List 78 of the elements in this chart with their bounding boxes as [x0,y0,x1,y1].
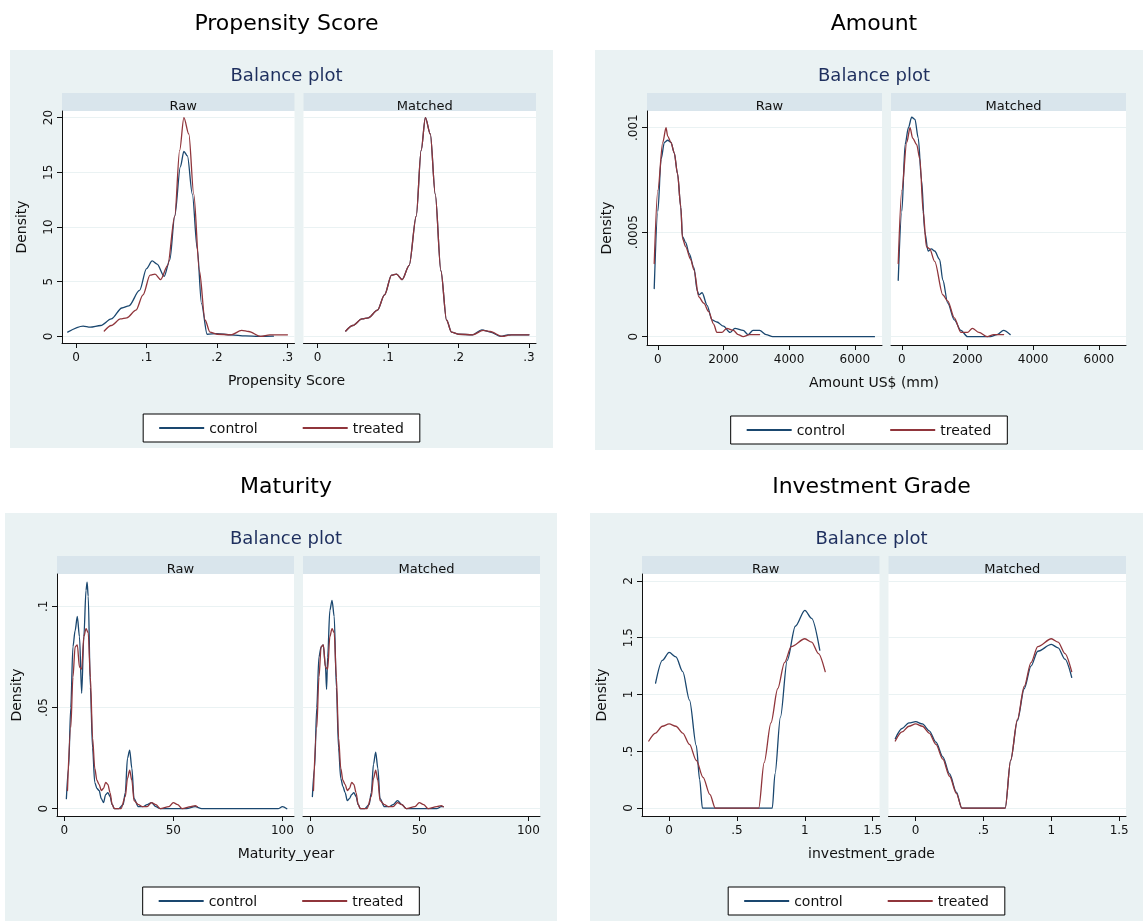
text: Balance plot [230,63,343,85]
chart-title: Raw [166,561,195,576]
y-tick-label: 0 [621,804,635,812]
y-tick-label: .0005 [626,215,640,250]
text: Maturity [240,472,332,498]
chart-title: Raw [755,98,784,113]
x-tick-label: 1 [801,823,809,837]
x-tick-label: 2000 [952,352,983,366]
y-tick-label: 20 [41,109,55,126]
chart-title: Raw [169,98,198,113]
x-axis-title: investment_grade [808,845,935,861]
x-axis-title: Propensity Score [227,372,346,388]
x-tick-label: 0 [313,350,322,364]
y-tick-label: .05 [36,698,50,718]
x-tick-label: .5 [731,823,743,837]
y-tick-label: .1 [36,600,50,613]
x-tick-label: 6000 [839,352,871,366]
text: Investment Grade [772,472,971,498]
x-tick-label: 6000 [1083,352,1115,366]
y-tick-label: 10 [41,219,55,235]
x-tick-label: 50 [411,823,427,837]
x-tick-label: 4000 [773,352,805,366]
legend-label: control [796,422,846,438]
y-axis-title: Density [598,201,614,255]
text: Balance plot [817,63,931,85]
y-tick-label: 15 [41,164,55,180]
x-tick-label: 0 [654,352,662,366]
x-tick-label: .3 [281,350,294,364]
chart-title: Raw [752,561,780,576]
x-tick-label: 100 [516,823,540,837]
x-tick-label: 2000 [708,352,739,366]
x-tick-label: .1 [140,350,153,364]
legend-label: treated [937,893,989,909]
legend-label: control [209,420,258,436]
x-tick-label: 0 [911,823,920,837]
text: Balance plot [815,526,928,548]
y-tick-label: 0 [626,332,640,341]
y-tick-label: 0 [36,804,50,813]
legend-label: control [794,893,843,909]
x-tick-label: 0 [306,823,315,837]
legend-label: treated [352,893,404,909]
y-tick-label: 1 [621,690,635,699]
text: Balance plot [229,526,343,548]
x-tick-label: 0 [72,350,80,364]
x-tick-label: .5 [977,823,990,837]
x-axis-title: Maturity_year [237,845,335,861]
x-tick-label: 1.5 [863,823,883,837]
legend-label: treated [940,422,992,438]
x-tick-label: .3 [523,350,535,364]
x-tick-label: 0 [898,352,906,366]
y-tick-label: .5 [621,745,635,757]
y-axis-title: Density [8,668,24,722]
legend-label: control [208,893,258,909]
x-tick-label: 100 [270,823,294,837]
x-tick-label: .2 [452,350,465,364]
y-axis-title: Density [593,668,609,722]
x-tick-label: 50 [165,823,181,837]
x-axis-title: Amount US$ (mm) [808,374,940,390]
x-tick-label: 4000 [1017,352,1049,366]
x-tick-label: 0 [665,823,673,837]
chart-title: Matched [985,98,1042,113]
x-tick-label: .2 [211,350,223,364]
x-tick-label: 1.5 [1109,823,1129,837]
text: Amount [830,9,918,35]
y-tick-label: 0 [41,332,55,341]
x-tick-label: 1 [1047,823,1056,837]
y-tick-label: 5 [41,277,55,286]
y-tick-label: .001 [626,114,640,142]
chart-title: Matched [396,98,453,113]
x-tick-label: 0 [60,823,69,837]
y-tick-label: 2 [621,577,635,585]
chart-title: Matched [398,561,455,576]
x-tick-label: .1 [382,350,394,364]
legend-label: treated [352,420,404,436]
text: Propensity Score [194,9,379,35]
y-axis-title: Density [13,200,29,254]
y-tick-label: 1.5 [621,628,635,648]
chart-title: Matched [984,561,1041,576]
